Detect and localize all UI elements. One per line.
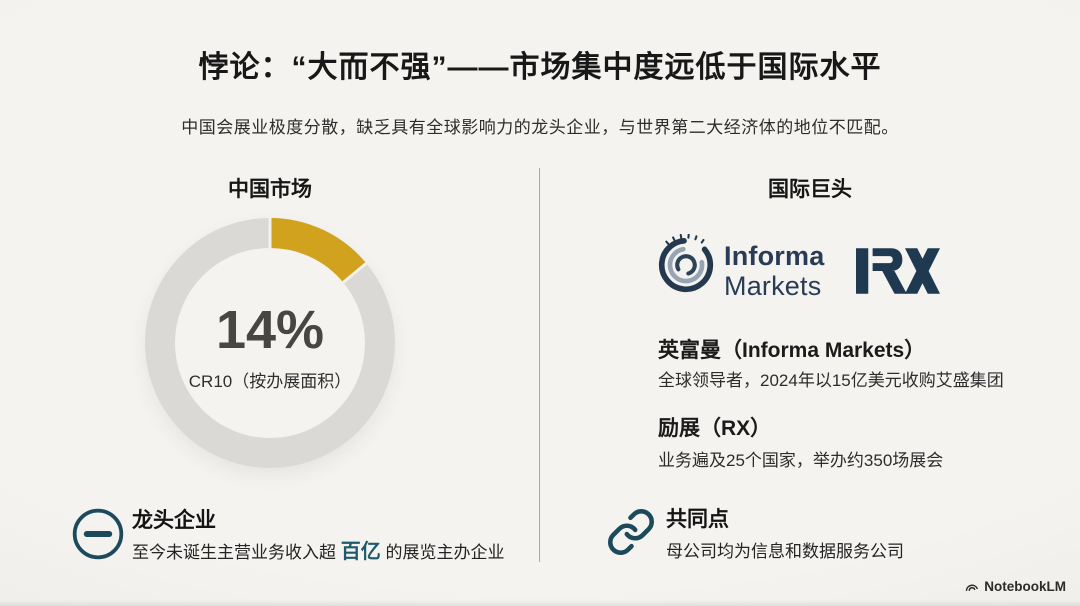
donut-caption: CR10（按办展面积） bbox=[188, 371, 352, 391]
rx-logo bbox=[856, 248, 940, 299]
chain-link-icon bbox=[606, 506, 656, 563]
minus-circle-icon bbox=[70, 506, 126, 567]
company-desc-informa: 全球领导者，2024年以15亿美元收购艾盛集团 bbox=[658, 371, 1004, 390]
left-note-highlight: 百亿 bbox=[340, 541, 381, 563]
informa-markets-logo-text: Informa Markets bbox=[724, 241, 824, 301]
company-name-informa: 英富曼（Informa Markets） bbox=[658, 339, 926, 362]
slide-title: 悖论：“大而不强”——市场集中度远低于国际水平 bbox=[198, 51, 882, 84]
informa-markets-logo-icon bbox=[655, 233, 717, 301]
vertical-divider bbox=[539, 168, 540, 562]
left-column-heading: 中国市场 bbox=[228, 178, 312, 201]
company-name-rx: 励展（RX） bbox=[658, 417, 772, 440]
notebooklm-watermark: NotebookLM bbox=[964, 579, 1066, 594]
left-note-text-after: 的展览主办企业 bbox=[380, 543, 505, 562]
right-note-text: 母公司均为信息和数据服务公司 bbox=[666, 542, 904, 561]
right-note-heading: 共同点 bbox=[666, 508, 729, 531]
informa-logo-line2: Markets bbox=[724, 271, 822, 301]
slide-subtitle: 中国会展业极度分散，缺乏具有全球影响力的龙头企业，与世界第二大经济体的地位不匹配… bbox=[181, 118, 899, 137]
left-note-heading: 龙头企业 bbox=[132, 509, 216, 532]
company-desc-rx: 业务遍及25个国家，举办约350场展会 bbox=[658, 451, 944, 470]
donut-chart: 14% CR10（按办展面积） bbox=[145, 218, 395, 468]
donut-chart-svg bbox=[145, 218, 395, 468]
informa-logo-line1: Informa bbox=[724, 241, 825, 271]
notebooklm-logo-icon bbox=[966, 584, 979, 591]
right-column-heading: 国际巨头 bbox=[768, 178, 852, 201]
left-note-text: 至今未诞生主营业务收入超 百亿 的展览主办企业 bbox=[132, 535, 504, 564]
left-note-text-before: 至今未诞生主营业务收入超 bbox=[132, 543, 341, 562]
notebooklm-brand-label: NotebookLM bbox=[984, 579, 1066, 594]
donut-value-label: 14% bbox=[215, 299, 325, 360]
donut-center-labels: 14% CR10（按办展面积） bbox=[145, 218, 395, 468]
